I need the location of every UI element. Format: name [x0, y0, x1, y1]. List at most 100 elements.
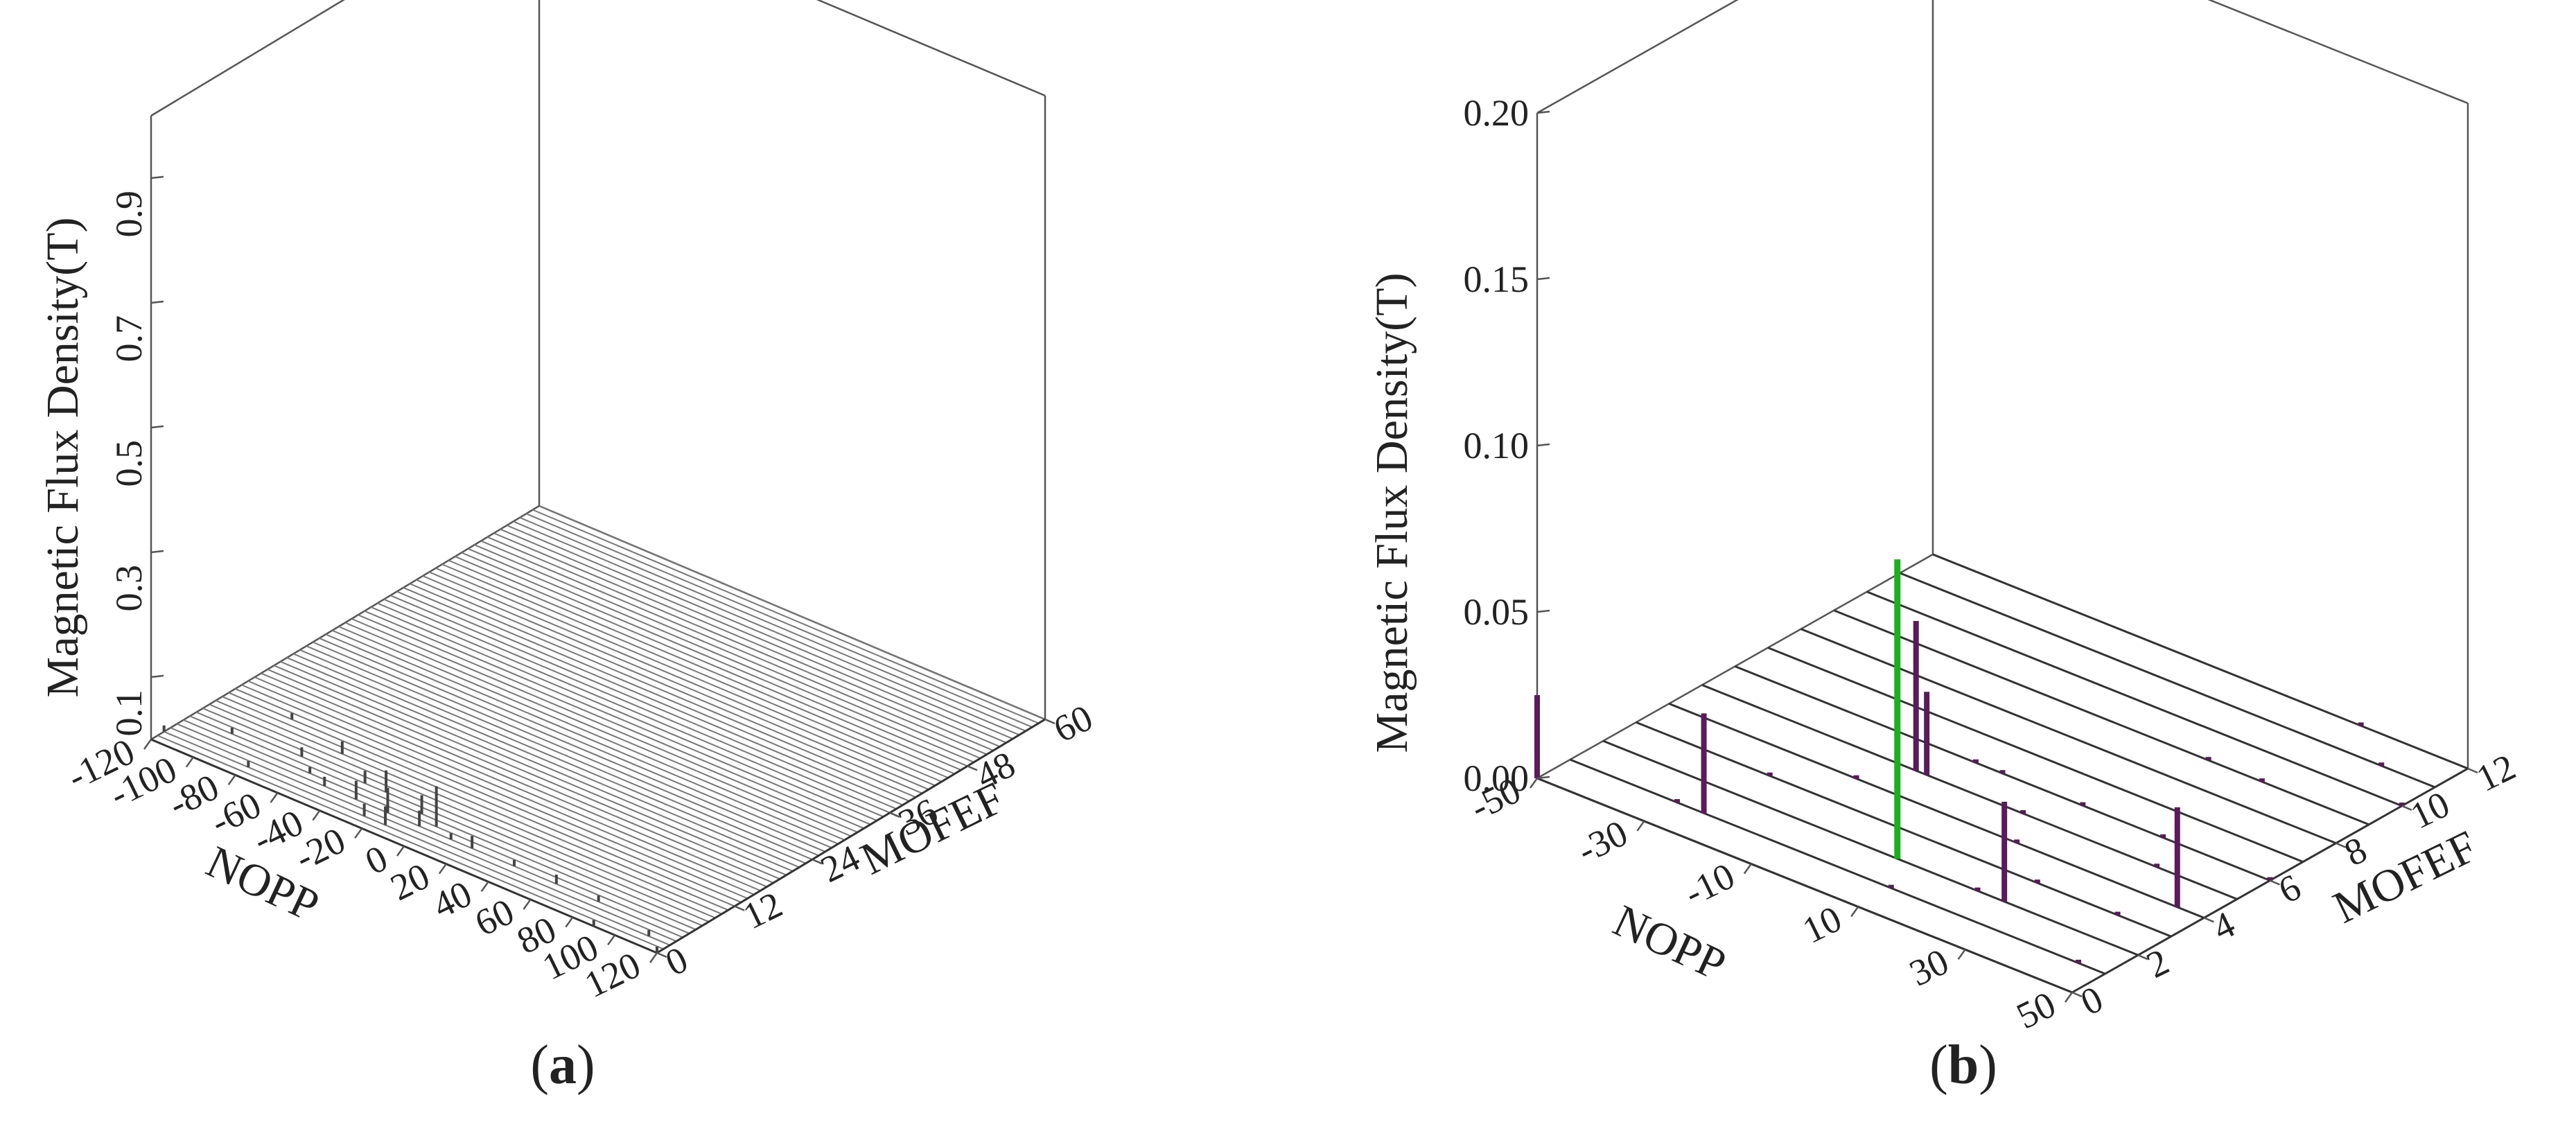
floor-grid-line [448, 559, 955, 775]
floor-grid-line [389, 595, 897, 810]
z-tick-mark [150, 425, 164, 429]
floor-grid-line [254, 676, 761, 892]
y-tick-mark [2467, 767, 2478, 774]
floor-grid-line [247, 680, 755, 895]
floor-grid-line [519, 516, 1026, 732]
x-tick-label: 20 [384, 855, 436, 909]
floor-grid-line [1602, 739, 2139, 956]
floor-grid-line [351, 617, 858, 833]
x-tick-mark [185, 756, 194, 768]
floor-grid-line [474, 544, 981, 760]
x-tick-mark [649, 952, 658, 963]
floor-grid-line [1866, 590, 2403, 807]
x-tick-label: 60 [468, 891, 520, 945]
floor-grid-line [532, 509, 1040, 724]
y-tick-mark [889, 812, 900, 818]
y-tick-mark [656, 952, 667, 958]
z-tick-label: 0.3 [108, 565, 150, 612]
x-tick-mark [1529, 778, 1539, 789]
floor-grid-line [416, 579, 923, 794]
floor-grid-line [344, 622, 852, 837]
floor-grid-line [1636, 721, 2172, 938]
y-tick-mark [812, 859, 823, 865]
y-tick-mark [1044, 718, 1055, 725]
panel-b-z-axis-title: Magnetic Flux Density(T) [1367, 273, 1417, 753]
x-tick-label: -10 [1678, 854, 1741, 913]
floor-grid-line [1701, 684, 2238, 900]
floor-grid-line [267, 668, 774, 884]
floor-edge [656, 718, 1046, 954]
panel-a-y-axis-title: MOFEF [853, 773, 1013, 885]
frame-edge [150, 0, 345, 117]
z-tick-label: 0.10 [1464, 425, 1530, 466]
y-tick-mark [2270, 879, 2280, 886]
floor-grid-line [325, 633, 832, 849]
floor-grid-line [261, 672, 768, 888]
floor-grid-line [467, 547, 974, 763]
floor-grid-line [189, 715, 696, 931]
z-tick-label: 0.9 [108, 191, 150, 238]
z-tick-mark [1536, 110, 1550, 114]
z-tick-label: 0.05 [1464, 591, 1530, 633]
y-tick-label: 6 [2272, 866, 2307, 912]
floor-grid-line [1767, 647, 2304, 863]
x-tick-label: 40 [426, 873, 478, 927]
floor-grid-line [222, 696, 729, 911]
floor-grid-line [338, 626, 845, 841]
floor-grid-line [500, 528, 1007, 744]
z-tick-label: 0.1 [108, 690, 150, 737]
floor-grid-line [209, 703, 716, 919]
y-tick-mark [2137, 954, 2148, 961]
x-tick-mark [480, 881, 489, 893]
floor-grid-line [538, 505, 1046, 720]
floor-grid-line [1932, 553, 2469, 770]
frame-edge [1536, 0, 1739, 114]
x-tick-mark [1957, 949, 1966, 960]
x-tick-mark [227, 774, 236, 786]
panel-a-caption: (a) [530, 1035, 595, 1096]
y-tick-mark [2071, 991, 2083, 998]
panel-a-z-axis-title: Magnetic Flux Density(T) [37, 218, 88, 698]
floor-grid-line [525, 513, 1033, 728]
floor-grid-line [370, 606, 877, 821]
y-tick-label: 0 [2074, 978, 2110, 1024]
x-tick-mark [523, 899, 532, 910]
floor-grid-line [280, 660, 787, 876]
panel-a-data-series [162, 713, 658, 953]
y-tick-mark [734, 905, 745, 911]
panel-a-frame [150, 0, 1046, 741]
z-tick-label: 0.00 [1464, 757, 1530, 799]
x-tick-mark [1743, 863, 1752, 875]
floor-grid-line [1570, 758, 2106, 975]
x-tick-mark [396, 845, 405, 857]
panel-b-x-axis-title: NOPP [1606, 895, 1733, 990]
z-tick-mark [150, 300, 164, 304]
floor-grid-line [461, 552, 968, 767]
panel-b-floor-grid [1536, 553, 2469, 994]
floor-grid-line [1800, 628, 2337, 845]
z-tick-mark [150, 175, 164, 179]
floor-grid-line [377, 602, 884, 818]
z-tick-mark [150, 674, 164, 678]
floor-grid-line [228, 692, 735, 907]
frame-edge [816, 0, 1046, 97]
floor-grid-line [1668, 702, 2205, 919]
floor-grid-line [435, 567, 943, 782]
floor-grid-line [164, 730, 671, 946]
floor-grid-line [409, 583, 916, 798]
x-tick-mark [270, 792, 279, 803]
floor-grid-line [319, 638, 826, 852]
y-tick-label: 4 [2206, 903, 2241, 949]
x-tick-mark [143, 739, 152, 750]
floor-grid-line [331, 629, 839, 845]
y-tick-mark [2336, 842, 2347, 848]
z-tick-mark [1536, 775, 1550, 780]
y-tick-label: 60 [1047, 696, 1099, 751]
floor-grid-line [202, 708, 710, 922]
x-tick-mark [438, 863, 447, 875]
z-tick-mark [1536, 277, 1550, 281]
floor-grid-line [396, 590, 904, 806]
floor-grid-line [487, 536, 994, 751]
